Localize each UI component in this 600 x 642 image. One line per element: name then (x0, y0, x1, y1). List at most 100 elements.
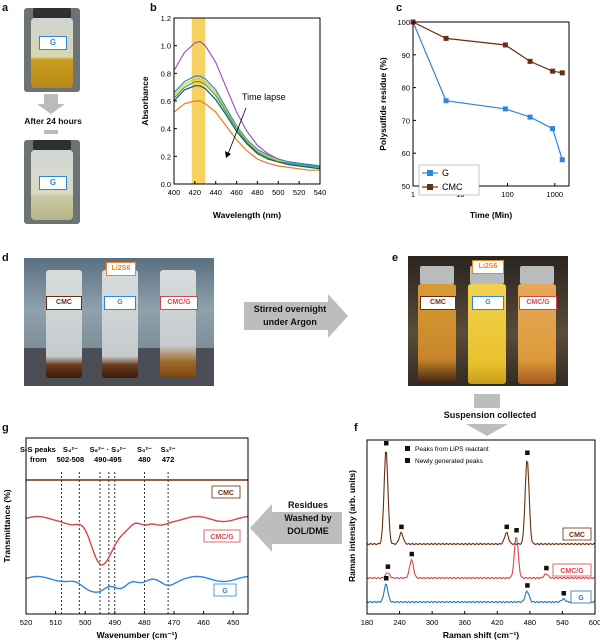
legend-g: G (442, 168, 449, 178)
arrow-f-g-line1: Residues (287, 500, 329, 510)
data-point-cmc (502, 42, 508, 48)
y-axis-label: Polysulfide residue (%) (378, 57, 388, 151)
x-tick-label: 100 (501, 190, 514, 199)
legend-marker-cmc (427, 184, 433, 190)
peak-header-line1: S-S peaks (20, 445, 56, 454)
peak-header-line2: from (30, 455, 47, 464)
peak-range-label: 472 (162, 455, 175, 464)
time-lapse-arrow (227, 107, 247, 155)
x-tick-label: 420 (189, 188, 202, 197)
peak-marker (525, 583, 530, 588)
arrow-d-e-line1: Stirred overnight (253, 304, 327, 314)
vials-photo-before: Li2S6 CMC G CMC/G (24, 258, 214, 386)
tag-cmcg: CMC/G (160, 296, 198, 310)
peak-species-label: S₄²⁻ (63, 445, 78, 454)
raman-curve-cmc (366, 451, 596, 546)
x-tick-label: 520 (293, 188, 306, 197)
panel-c-label: c (396, 2, 403, 14)
series-tag-cmc: CMC (562, 527, 592, 541)
data-point-g (550, 126, 556, 132)
time-lapse-annotation: Time lapse (242, 92, 286, 102)
x-tick-label: 510 (49, 618, 62, 627)
vial-tag-g-after: G (39, 176, 67, 190)
panel-d-label: d (2, 252, 9, 264)
x-tick-label: 460 (230, 188, 243, 197)
legend-lips: Peaks from LiPS reactant (415, 446, 489, 453)
data-point-cmc (527, 58, 533, 64)
time-lapse-arrowhead (225, 151, 231, 158)
legend-new: Newly generated peaks (415, 458, 484, 465)
y-tick-label: 0.4 (161, 125, 171, 134)
series-tag-cmc: CMC (211, 485, 241, 499)
arrowhead-d-to-e (328, 294, 348, 338)
panel-a-label: a (2, 2, 9, 14)
panel-g-label: g (2, 422, 9, 434)
vial-photo-before: G (24, 8, 80, 92)
arrow-f-g-line3: DOL/DME (287, 526, 329, 536)
peak-marker (504, 524, 510, 530)
y-tick-label: 70 (402, 116, 410, 125)
ftir-curve-cmcg (25, 515, 249, 566)
x-tick-label: 480 (251, 188, 264, 197)
data-point-g (527, 114, 533, 120)
vials-photo-after: Li2S6 CMC G CMC/G (408, 256, 568, 386)
legend: G CMC (418, 164, 480, 196)
y-tick-label: 0.6 (161, 97, 171, 106)
plot-frame (366, 439, 596, 615)
y-tick-label: 1.0 (161, 42, 171, 51)
x-axis-label: Time (Min) (470, 210, 513, 220)
peak-marker (384, 576, 389, 581)
svg-text:CMC: CMC (569, 532, 585, 539)
y-tick-label: 100 (397, 18, 410, 27)
ftir-curve-g (25, 575, 249, 593)
tag-header-li2s6: Li2S6 (106, 262, 136, 276)
data-point-cmc (443, 35, 449, 41)
raman-curve-g (366, 583, 596, 604)
x-tick-label: 490 (109, 618, 122, 627)
peak-species-label: S₆²⁻ · S₃²⁻ (90, 445, 126, 454)
panel-e-label: e (392, 252, 399, 264)
arrow-f-g-line2: Washed by (284, 513, 332, 523)
x-tick-label: 480 (138, 618, 151, 627)
peak-marker (561, 591, 567, 596)
x-tick-label: 460 (197, 618, 210, 627)
data-point-g (443, 98, 449, 104)
peak-marker (399, 524, 404, 530)
x-axis-label: Wavenumber (cm⁻¹) (97, 630, 178, 640)
series-line-g (412, 21, 563, 160)
arrow-d-to-e (244, 302, 328, 330)
data-point-cmc (550, 68, 556, 74)
peak-marker (514, 528, 519, 533)
svg-text:CMC: CMC (218, 490, 234, 497)
y-tick-label: 1.2 (161, 14, 171, 23)
svg-text:G: G (578, 595, 584, 602)
data-point-cmc (559, 70, 565, 76)
peak-marker (409, 551, 415, 557)
svg-text:G: G (222, 588, 228, 595)
x-tick-label: 500 (272, 188, 285, 197)
down-arrowhead-a (37, 104, 65, 114)
legend-marker-g (427, 170, 433, 176)
series-tag-g: G (213, 583, 237, 597)
tag-cmcg: CMC/G (519, 296, 557, 310)
panel-f-label: f (354, 422, 358, 434)
tag-g: G (472, 296, 504, 310)
down-arrow-a2 (44, 130, 58, 134)
peak-marker (525, 450, 530, 455)
absorbance-curve-6 (173, 100, 320, 171)
peak-range-label: 490-495 (94, 455, 122, 464)
absorbance-curve-5 (173, 85, 321, 170)
y-axis-label: Transmittance (%) (2, 489, 12, 562)
y-tick-label: 80 (402, 84, 410, 93)
tag-header-li2s6: Li2S6 (472, 260, 504, 274)
x-tick-label: 240 (393, 618, 406, 627)
panel-b-label: b (150, 2, 157, 14)
down-arrow-a (44, 94, 58, 104)
tag-cmc: CMC (46, 296, 82, 310)
x-tick-label: 500 (79, 618, 92, 627)
peak-range-label: 502-508 (57, 455, 85, 464)
x-tick-label: 520 (20, 618, 33, 627)
x-tick-label: 600 (589, 618, 600, 627)
svg-text:CMC/G: CMC/G (210, 534, 234, 541)
peak-species-label: S₅²⁻ (137, 445, 152, 454)
